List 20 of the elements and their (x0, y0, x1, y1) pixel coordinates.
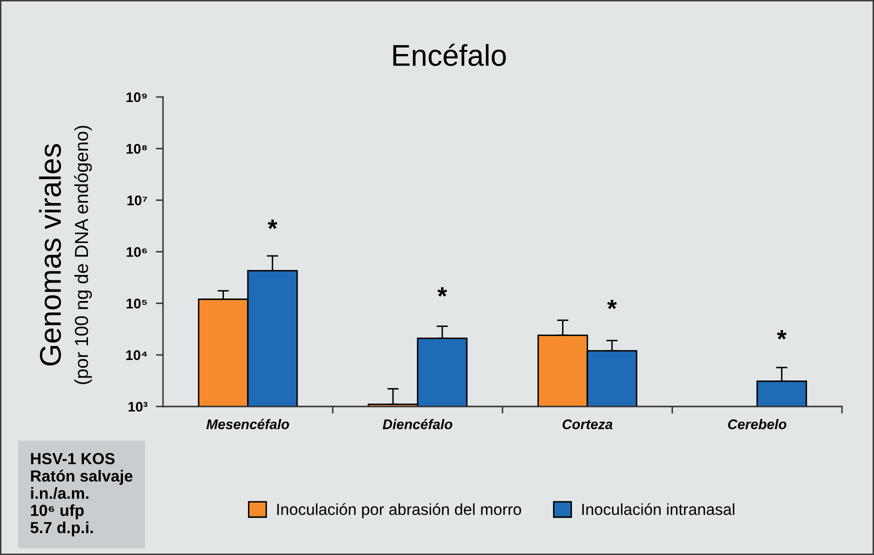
y-tick-label: 10⁶ (126, 247, 147, 257)
y-axis-title: Genomas virales (por 100 ng de DNA endógeno) (39, 126, 92, 384)
y-tick-label: 10³ (128, 402, 148, 412)
y-tick-label: 10⁷ (127, 196, 148, 206)
x-tick-label: Cerebelo (728, 419, 786, 430)
x-tick-label: Mesencéfalo (206, 418, 290, 430)
annotation: * (607, 300, 617, 310)
text: HSV-1 KOS Ratón salvaje i.n./a.m. 10⁶ ufp 5.7 d.p.i. (30, 452, 132, 536)
chart-title: Encéfalo (393, 44, 506, 66)
y-tick-label: 10⁹ (126, 92, 147, 102)
legend-label: Inoculación intranasal (582, 503, 734, 516)
y-tick-label: 10⁴ (126, 350, 147, 360)
legend-label: Inoculación por abrasión del morro (277, 503, 522, 518)
x-tick-label: Diencéfalo (382, 418, 452, 430)
annotation: * (268, 220, 278, 229)
y-tick-label: 10⁸ (126, 144, 147, 154)
annotation: * (776, 330, 787, 340)
annotation: * (437, 287, 448, 297)
x-tick-label: Corteza (562, 419, 612, 430)
y-tick-label: 10⁵ (126, 298, 147, 309)
